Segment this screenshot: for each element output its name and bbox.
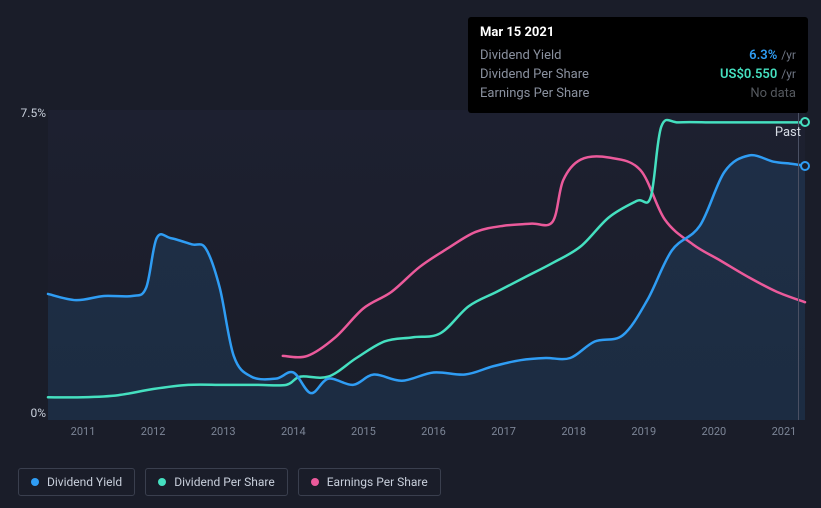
tooltip-row: Dividend Yield 6.3%/yr	[480, 46, 796, 65]
legend: Dividend Yield Dividend Per Share Earnings…	[18, 468, 441, 496]
tooltip-row-value: 6.3%/yr	[749, 48, 796, 63]
series-end-dot	[800, 161, 810, 171]
legend-label: Dividend Yield	[47, 475, 122, 489]
legend-label: Dividend Per Share	[174, 475, 275, 489]
tooltip-row-label: Dividend Per Share	[480, 67, 589, 82]
tooltip: Mar 15 2021 Dividend Yield6.3%/yrDividen…	[468, 17, 808, 113]
tooltip-row-label: Dividend Yield	[480, 48, 561, 63]
series-end-dot	[800, 117, 810, 127]
x-tick-label: 2020	[702, 425, 727, 438]
x-tick-label: 2012	[141, 425, 166, 438]
past-label: Past	[775, 125, 801, 140]
x-tick-label: 2019	[631, 425, 656, 438]
area-dividend-yield	[48, 155, 805, 420]
x-tick-label: 2013	[211, 425, 236, 438]
x-tick-label: 2014	[281, 425, 306, 438]
y-axis-max-label: 7.5%	[18, 106, 46, 120]
tooltip-row-label: Earnings Per Share	[480, 86, 589, 101]
legend-dot-icon	[31, 478, 39, 486]
x-tick-label: 2016	[421, 425, 446, 438]
x-tick-label: 2015	[351, 425, 376, 438]
legend-dot-icon	[158, 478, 166, 486]
x-tick-label: 2018	[561, 425, 586, 438]
tooltip-row: Dividend Per Share US$0.550/yr	[480, 65, 796, 84]
legend-item[interactable]: Dividend Per Share	[145, 468, 288, 496]
legend-dot-icon	[311, 478, 319, 486]
legend-item[interactable]: Dividend Yield	[18, 468, 135, 496]
y-axis-min-label: 0%	[18, 406, 46, 420]
x-tick-label: 2017	[491, 425, 516, 438]
tooltip-row-value: No data	[750, 86, 796, 101]
tooltip-date: Mar 15 2021	[480, 25, 796, 40]
chart-svg	[48, 110, 805, 420]
hover-indicator-line	[798, 110, 799, 420]
x-tick-label: 2011	[71, 425, 96, 438]
x-tick-label: 2021	[772, 425, 797, 438]
tooltip-row: Earnings Per Share No data	[480, 84, 796, 103]
legend-item[interactable]: Earnings Per Share	[298, 468, 441, 496]
legend-label: Earnings Per Share	[327, 475, 428, 489]
tooltip-row-value: US$0.550/yr	[720, 67, 796, 82]
x-axis-labels: 2011 2012 2013 2014 2015 2016 2017 2018 2019 2020…	[48, 425, 805, 445]
